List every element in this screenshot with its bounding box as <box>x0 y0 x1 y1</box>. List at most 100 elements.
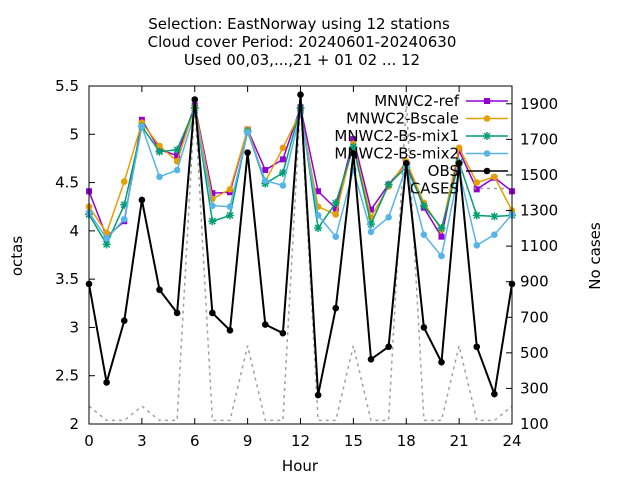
data-point-mnwc2-bs-mix2 <box>385 214 392 221</box>
data-point-obs <box>120 317 128 324</box>
data-point-mnwc2-bs-mix2 <box>244 129 251 136</box>
y2-tick-label: 500 <box>520 344 549 362</box>
data-point-obs <box>332 304 340 312</box>
y2-tick-label: 700 <box>520 308 549 326</box>
data-point-mnwc2-bs-mix2 <box>438 252 445 260</box>
data-point-obs <box>473 343 481 351</box>
y-tick-label: 5.5 <box>55 77 79 95</box>
chart-title: Selection: EastNorway using 12 stations … <box>148 15 457 69</box>
y-axis-label: octas <box>8 236 26 276</box>
x-tick-label: 15 <box>344 432 363 450</box>
data-point-obs <box>350 150 357 157</box>
legend-marker <box>484 98 490 104</box>
data-point-mnwc2-bs-mix2 <box>103 235 110 242</box>
y2-tick-label: 1300 <box>520 202 558 220</box>
data-point-mnwc2-ref <box>174 152 181 159</box>
data-point-obs <box>261 321 269 328</box>
data-point-mnwc2-bs-mix2 <box>473 242 481 249</box>
y-tick-label: 2.5 <box>55 367 79 385</box>
y2-tick-label: 1900 <box>520 95 558 113</box>
data-point-mnwc2-bs-mix1 <box>208 217 217 226</box>
x-tick-label: 24 <box>502 432 521 450</box>
x-tick-label: 18 <box>397 432 416 450</box>
data-point-mnwc2-ref <box>332 205 339 212</box>
x-axis-label: Hour <box>282 457 319 475</box>
y2-axis-label: No cases <box>586 222 604 290</box>
data-point-obs <box>103 379 110 386</box>
data-point-obs <box>367 355 375 363</box>
data-point-mnwc2-bscale <box>120 178 128 185</box>
y-tick-label: 4.5 <box>55 174 79 192</box>
y2-tick-label: 1100 <box>520 237 558 255</box>
y-tick-label: 3.5 <box>55 270 79 288</box>
legend-label: OBS <box>428 162 459 180</box>
data-point-mnwc2-bscale <box>491 173 498 181</box>
data-point-mnwc2-bs-mix2 <box>156 173 163 181</box>
chart-title-line-3: Used 00,03,...,21 + 01 02 ... 12 <box>184 51 420 69</box>
data-point-mnwc2-bs-mix1 <box>437 223 446 232</box>
data-point-mnwc2-ref <box>262 167 269 174</box>
data-point-obs <box>438 358 445 366</box>
data-point-obs <box>420 324 428 331</box>
x-tick-label: 12 <box>291 432 310 450</box>
data-point-mnwc2-bs-mix2 <box>332 233 340 240</box>
series-mnwc2-bs-mix2 <box>85 109 516 260</box>
legend-entry-mnwc2-bscale: MNWC2-Bscale <box>346 110 508 128</box>
y-tick-label: 4 <box>69 222 79 240</box>
y-tick-label: 2 <box>69 415 79 433</box>
y-tick-label: 3 <box>69 318 79 336</box>
data-point-obs <box>191 96 199 103</box>
legend-entry-mnwc2-bs-mix1: MNWC2-Bs-mix1 <box>334 127 508 145</box>
data-point-mnwc2-bscale <box>226 186 234 193</box>
data-point-mnwc2-bscale <box>332 211 340 218</box>
data-point-obs <box>156 286 163 294</box>
data-point-mnwc2-bs-mix2 <box>261 177 269 184</box>
data-point-mnwc2-bs-mix1 <box>349 142 358 151</box>
data-point-mnwc2-ref <box>368 206 374 213</box>
y2-tick-label: 100 <box>520 415 549 433</box>
data-point-mnwc2-ref <box>350 136 357 143</box>
data-point-mnwc2-bs-mix2 <box>491 231 498 239</box>
data-point-mnwc2-bs-mix2 <box>367 228 375 236</box>
data-point-mnwc2-bscale <box>455 144 463 152</box>
y2-tick-label: 1500 <box>520 166 558 184</box>
data-point-mnwc2-ref <box>279 156 286 163</box>
legend-entry-mnwc2-bs-mix2: MNWC2-Bs-mix2 <box>334 145 508 163</box>
data-point-mnwc2-bs-mix2 <box>120 215 128 223</box>
legend-label: CASES <box>410 180 459 198</box>
legend-marker <box>483 167 491 175</box>
legend-marker <box>483 150 491 157</box>
data-point-obs <box>226 327 234 334</box>
data-point-obs <box>138 196 146 204</box>
data-point-mnwc2-bs-mix1 <box>331 198 340 207</box>
y2-tick-label: 300 <box>520 379 549 397</box>
legend-entry-cases: CASES <box>410 180 508 198</box>
data-point-obs <box>314 391 322 399</box>
legend: MNWC2-refMNWC2-BscaleMNWC2-Bs-mix1MNWC2-… <box>334 92 508 198</box>
legend-entry-mnwc2-ref: MNWC2-ref <box>374 92 508 110</box>
data-point-obs <box>279 329 287 337</box>
data-point-mnwc2-bs-mix2 <box>138 123 146 130</box>
data-point-mnwc2-ref <box>315 188 322 195</box>
data-point-mnwc2-bs-mix1 <box>490 212 499 221</box>
x-tick-label: 21 <box>450 432 469 450</box>
legend-marker <box>483 115 491 122</box>
x-tick-label: 9 <box>243 432 253 450</box>
data-point-mnwc2-bscale <box>279 144 287 152</box>
data-point-mnwc2-bs-mix1 <box>226 211 234 220</box>
legend-label: MNWC2-Bscale <box>346 110 459 128</box>
data-point-mnwc2-bs-mix1 <box>472 211 481 220</box>
data-point-mnwc2-ref <box>438 233 445 240</box>
data-point-mnwc2-bs-mix2 <box>420 231 428 239</box>
data-point-mnwc2-bs-mix1 <box>384 180 393 189</box>
legend-label: MNWC2-Bs-mix2 <box>334 145 459 163</box>
chart-title-line-1: Selection: EastNorway using 12 stations <box>148 15 450 33</box>
data-point-mnwc2-bscale <box>156 142 163 150</box>
data-point-mnwc2-bs-mix2 <box>209 202 216 210</box>
data-point-obs <box>209 309 216 317</box>
data-point-mnwc2-bs-mix1 <box>155 147 164 156</box>
data-point-mnwc2-bs-mix1 <box>314 223 323 232</box>
data-point-mnwc2-bscale <box>103 229 110 237</box>
y2-tick-label: 900 <box>520 273 549 291</box>
data-point-mnwc2-bs-mix1 <box>419 201 428 210</box>
